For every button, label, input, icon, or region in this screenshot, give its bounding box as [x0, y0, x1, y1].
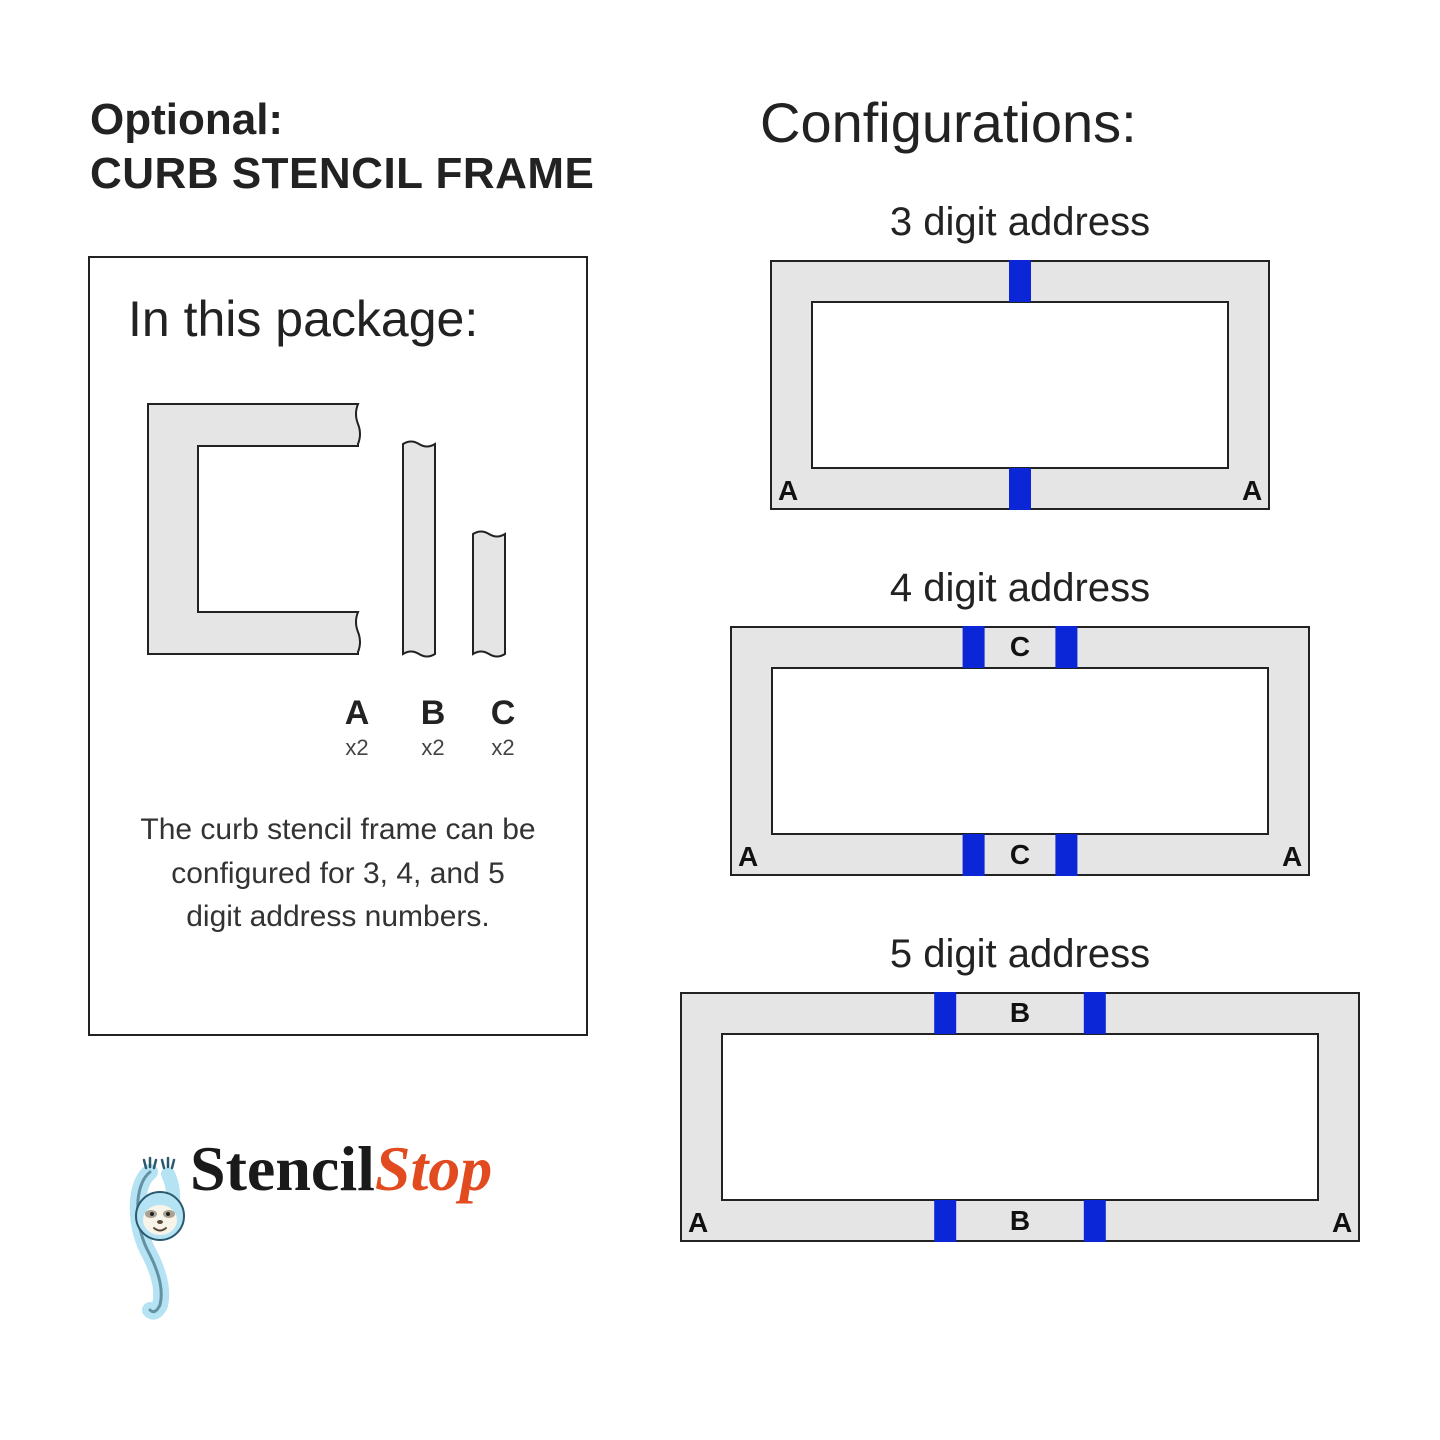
config-label-1: 4 digit address [860, 566, 1180, 611]
package-pieces-diagram [128, 384, 548, 694]
piece-label-c: C x2 [478, 694, 528, 761]
logo-text-stencil: Stencil [190, 1133, 375, 1204]
piece-label-a: A x2 [332, 694, 382, 761]
config-diagram-0: AA [770, 260, 1270, 510]
svg-text:A: A [738, 841, 758, 872]
package-description: The curb stencil frame can be configured… [90, 784, 586, 939]
package-box: In this package: A x2 B x2 C x2 The curb [88, 256, 588, 1036]
svg-text:C: C [1010, 839, 1030, 870]
main-title: Optional: CURB STENCIL FRAME [90, 95, 594, 199]
package-piece-labels: A x2 B x2 C x2 [90, 694, 586, 784]
configurations-title: Configurations: [760, 90, 1137, 155]
svg-text:C: C [1010, 631, 1030, 662]
svg-text:StencilStop: StencilStop [190, 1133, 492, 1204]
brand-logo: StencilStop [110, 1120, 590, 1325]
piece-b-shape [403, 442, 435, 657]
title-line1: Optional: [90, 95, 594, 145]
piece-label-b: B x2 [408, 694, 458, 761]
svg-text:B: B [1010, 1205, 1030, 1236]
config-label-2: 5 digit address [860, 932, 1180, 977]
canvas: Optional: CURB STENCIL FRAME Configurati… [0, 0, 1440, 1440]
brand-logo-svg: StencilStop [110, 1120, 590, 1320]
logo-text-stop: Stop [375, 1133, 492, 1204]
svg-text:A: A [1332, 1207, 1352, 1238]
config-diagram-1: A A C C [730, 626, 1310, 876]
title-line2: CURB STENCIL FRAME [90, 149, 594, 199]
sloth-icon [136, 1158, 184, 1312]
config-diagram-2: A A B B [680, 992, 1360, 1242]
svg-text:A: A [1282, 841, 1302, 872]
svg-text:A: A [778, 475, 798, 506]
piece-a-shape [148, 404, 360, 654]
svg-text:A: A [688, 1207, 708, 1238]
config-label-0: 3 digit address [860, 200, 1180, 245]
piece-c-shape [473, 532, 505, 657]
svg-text:B: B [1010, 997, 1030, 1028]
package-title: In this package: [90, 258, 586, 348]
svg-text:A: A [1242, 475, 1262, 506]
